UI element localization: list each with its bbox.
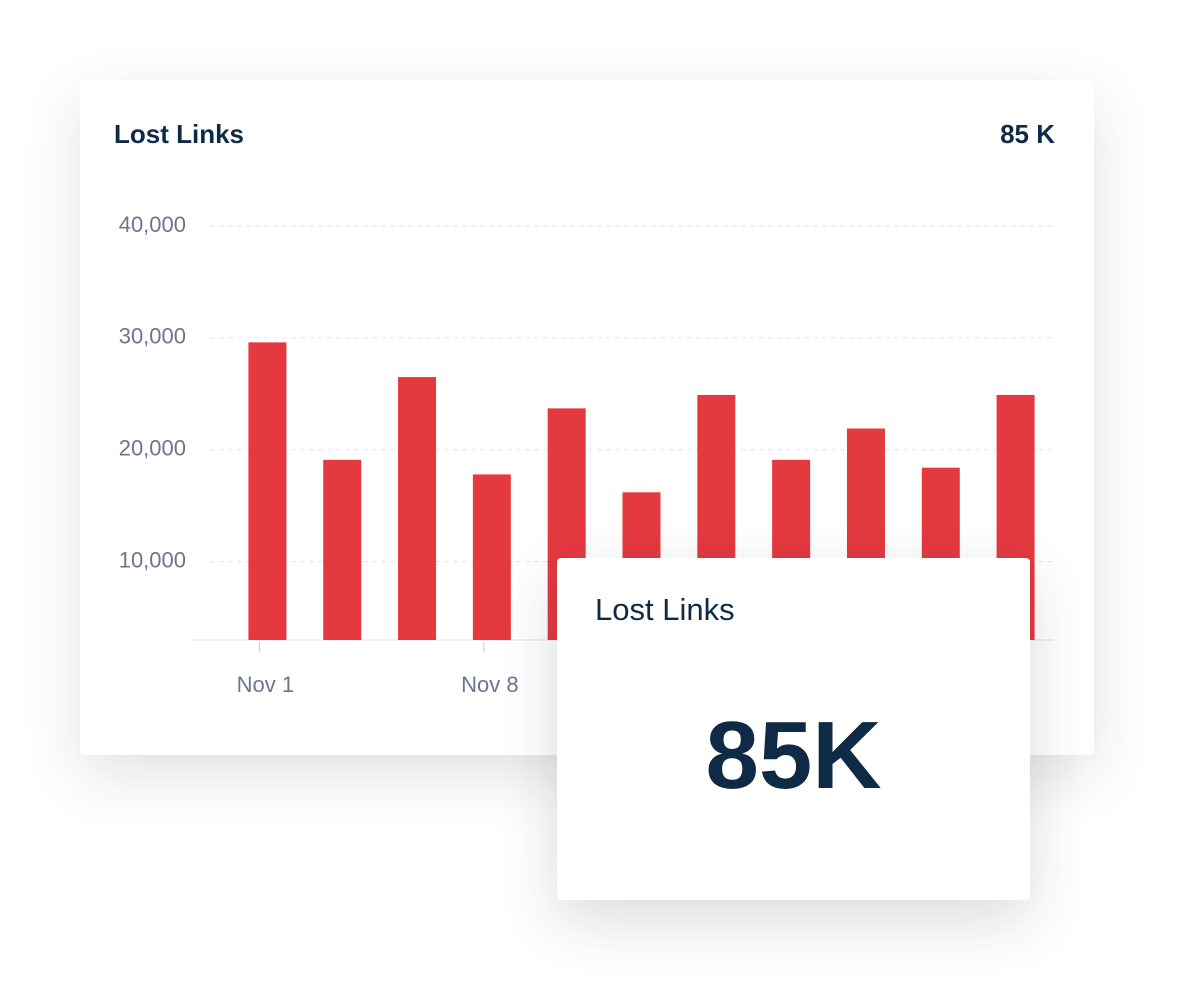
- y-tick-label: 10,000: [119, 547, 186, 572]
- bar: [323, 459, 362, 640]
- bar: [398, 377, 437, 640]
- y-tick-label: 40,000: [119, 212, 186, 237]
- y-tick-label: 30,000: [119, 324, 186, 349]
- overlay-value: 85K: [705, 702, 882, 809]
- x-tick-label: Nov 1: [237, 672, 294, 697]
- bar: [248, 342, 287, 640]
- x-tick-label: Nov 8: [461, 672, 518, 697]
- summary-value: 85 K: [1000, 119, 1055, 149]
- chart-title: Lost Links: [114, 119, 244, 149]
- overlay-card: Lost Links 85K: [557, 558, 1030, 900]
- y-tick-label: 20,000: [119, 436, 186, 461]
- overlay-title: Lost Links: [595, 592, 735, 627]
- bar: [472, 474, 511, 640]
